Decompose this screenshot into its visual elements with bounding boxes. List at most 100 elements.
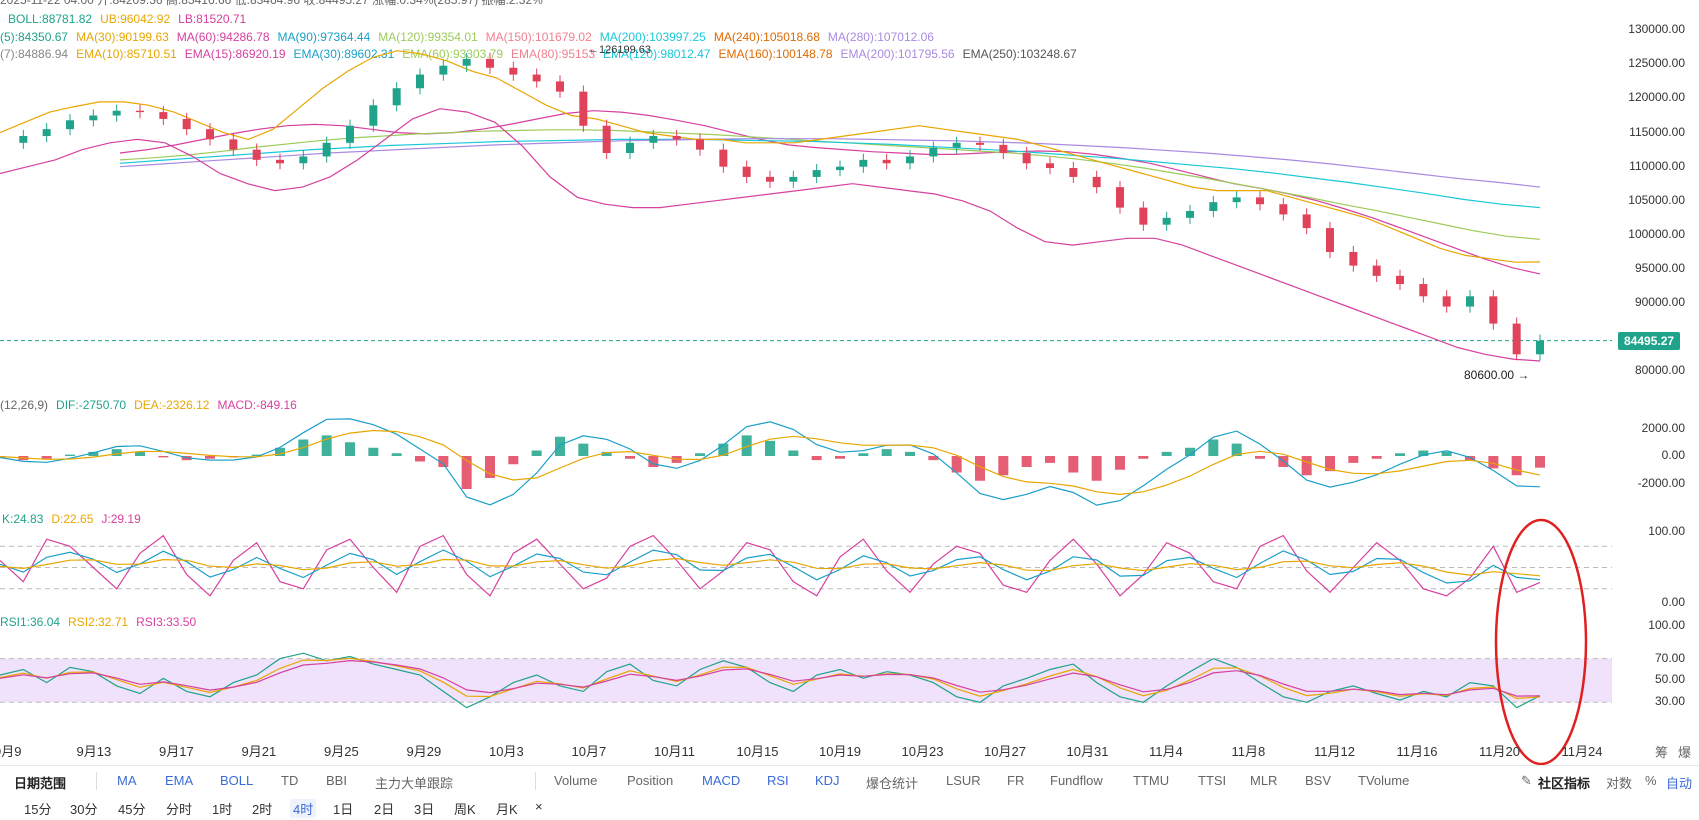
toolbar-item[interactable]: TD — [281, 773, 299, 788]
macd-bar — [531, 450, 542, 456]
toolbar-item[interactable]: 日期范围 — [14, 776, 67, 791]
legend-item: RSI2:32.71 — [68, 615, 129, 629]
indicator-tab[interactable]: FR — [1007, 773, 1025, 788]
macd-bar — [135, 451, 145, 456]
macd-bar — [1161, 451, 1172, 456]
candle-body — [19, 135, 28, 143]
indicator-tab[interactable]: TVolume — [1358, 773, 1410, 788]
timeframe-option[interactable]: 45分 — [118, 802, 146, 817]
candle-body — [439, 65, 448, 75]
price-tick: 110000.00 — [1629, 158, 1685, 173]
macd-bar — [718, 443, 729, 456]
date-tick: 9月17 — [159, 744, 194, 759]
candle-body — [649, 135, 658, 143]
indicator-tab[interactable]: Volume — [554, 773, 598, 788]
indicator-tab[interactable]: 爆仓统计 — [866, 776, 919, 791]
date-tick: 10月7 — [571, 744, 607, 759]
candle-body — [976, 142, 984, 145]
timeframe-option[interactable]: 1日 — [333, 802, 354, 817]
candle-body — [1209, 202, 1218, 212]
log-scale-toggle[interactable]: 对数 — [1606, 776, 1633, 791]
legend-item: EMA(250):103248.67 — [962, 47, 1077, 61]
edit-icon[interactable]: ✎ — [1521, 773, 1532, 788]
candle-body — [859, 159, 868, 167]
date-tick: 9月13 — [76, 744, 112, 759]
macd-bar — [158, 456, 169, 458]
macd-bar — [1535, 456, 1545, 468]
indicator-tab[interactable]: MLR — [1250, 773, 1278, 788]
timeframe-option[interactable]: 2日 — [374, 802, 395, 817]
legend-item: EMA(15):86920.19 — [184, 47, 286, 61]
indicator-tab[interactable]: Fundflow — [1050, 773, 1103, 788]
timeframe-option[interactable]: 30分 — [70, 802, 98, 817]
toolbar-item[interactable]: BOLL — [220, 773, 254, 788]
percent-toggle[interactable]: % — [1645, 773, 1657, 788]
toolbar-item[interactable]: EMA — [165, 773, 194, 788]
rsi1-line — [0, 652, 1541, 709]
legend-item: EMA(30):89602.31 — [293, 47, 395, 61]
timeframe-option[interactable]: 15分 — [24, 802, 52, 817]
toolbar-item[interactable]: MA — [117, 773, 137, 788]
macd-bar — [1371, 456, 1382, 459]
j-line — [0, 534, 1541, 597]
candle-body — [1162, 217, 1171, 225]
liquidation-label[interactable]: 爆 — [1678, 745, 1692, 760]
macd-bar — [1255, 456, 1265, 459]
legend-item: EMA(10):85710.51 — [76, 47, 177, 61]
chart-canvas[interactable] — [0, 0, 1699, 765]
legend-item: MA(200):103997.25 — [599, 30, 706, 44]
indicator-tab[interactable]: BSV — [1305, 773, 1332, 788]
chips-label[interactable]: 筹 — [1655, 745, 1669, 760]
indicator-tab[interactable]: RSI — [767, 773, 789, 788]
candle-body — [206, 129, 214, 140]
legend-item: D:22.65 — [51, 512, 94, 526]
candle-body — [836, 166, 844, 171]
indicator-tab[interactable]: Position — [627, 773, 674, 788]
macd-bar — [461, 456, 472, 489]
toolbar-item[interactable]: BBI — [326, 773, 347, 788]
candle-body — [719, 149, 728, 167]
candle-body — [742, 166, 751, 177]
candle-body — [1372, 265, 1381, 276]
timeframe-option[interactable]: 分时 — [166, 802, 193, 817]
candle-body — [369, 105, 378, 126]
indicator-tab[interactable]: TTSI — [1198, 773, 1227, 788]
macd-bar — [1441, 451, 1452, 456]
candle-body — [1512, 323, 1521, 355]
date-tick: 10月23 — [901, 744, 944, 759]
toolbar-divider — [535, 772, 536, 790]
candle-body — [299, 156, 308, 164]
ma-line — [119, 138, 1541, 188]
legend-item: DEA:-2326.12 — [134, 398, 210, 412]
macd-bar — [998, 456, 1009, 476]
toolbar-item[interactable]: 主力大单跟踪 — [375, 776, 454, 791]
indicator-tab[interactable]: LSUR — [946, 773, 981, 788]
timeframe-option[interactable]: 月K — [496, 802, 518, 817]
timeframe-option[interactable]: 2时 — [252, 802, 273, 817]
community-indicators-button[interactable]: 社区指标 — [1538, 776, 1591, 791]
timeframe-option[interactable]: 周K — [454, 802, 476, 817]
timeframe-option[interactable]: 3日 — [414, 802, 435, 817]
candle-body — [1326, 228, 1334, 252]
indicator-tab[interactable]: MACD — [702, 773, 741, 788]
date-tick: 10月27 — [984, 744, 1026, 759]
rsi-tick: 50.00 — [1654, 672, 1685, 687]
candle-body — [1116, 187, 1124, 208]
candle-body — [229, 139, 238, 150]
macd-bar — [321, 435, 332, 456]
legend-item: MA(60):94286.78 — [176, 30, 270, 44]
close-icon[interactable]: × — [535, 799, 543, 814]
timeframe-option[interactable]: 1时 — [212, 802, 233, 817]
candle-body — [1396, 275, 1404, 285]
timeframe-bar: 15分 30分 45分 分时 1时 2时 4时 1日 2日 3日 周K 月K × — [0, 796, 1699, 820]
macd-bar — [835, 456, 845, 459]
indicator-tab[interactable]: TTMU — [1133, 773, 1170, 788]
auto-scale-toggle[interactable]: 自动 — [1666, 776, 1693, 791]
timeframe-option[interactable]: 4时 — [290, 799, 317, 818]
ma-line — [119, 138, 1541, 209]
macd-bar — [438, 456, 449, 467]
candle-body — [392, 88, 401, 106]
candle-body — [579, 91, 588, 126]
indicator-tab[interactable]: KDJ — [815, 773, 840, 788]
boll-upper-line — [0, 50, 1541, 263]
